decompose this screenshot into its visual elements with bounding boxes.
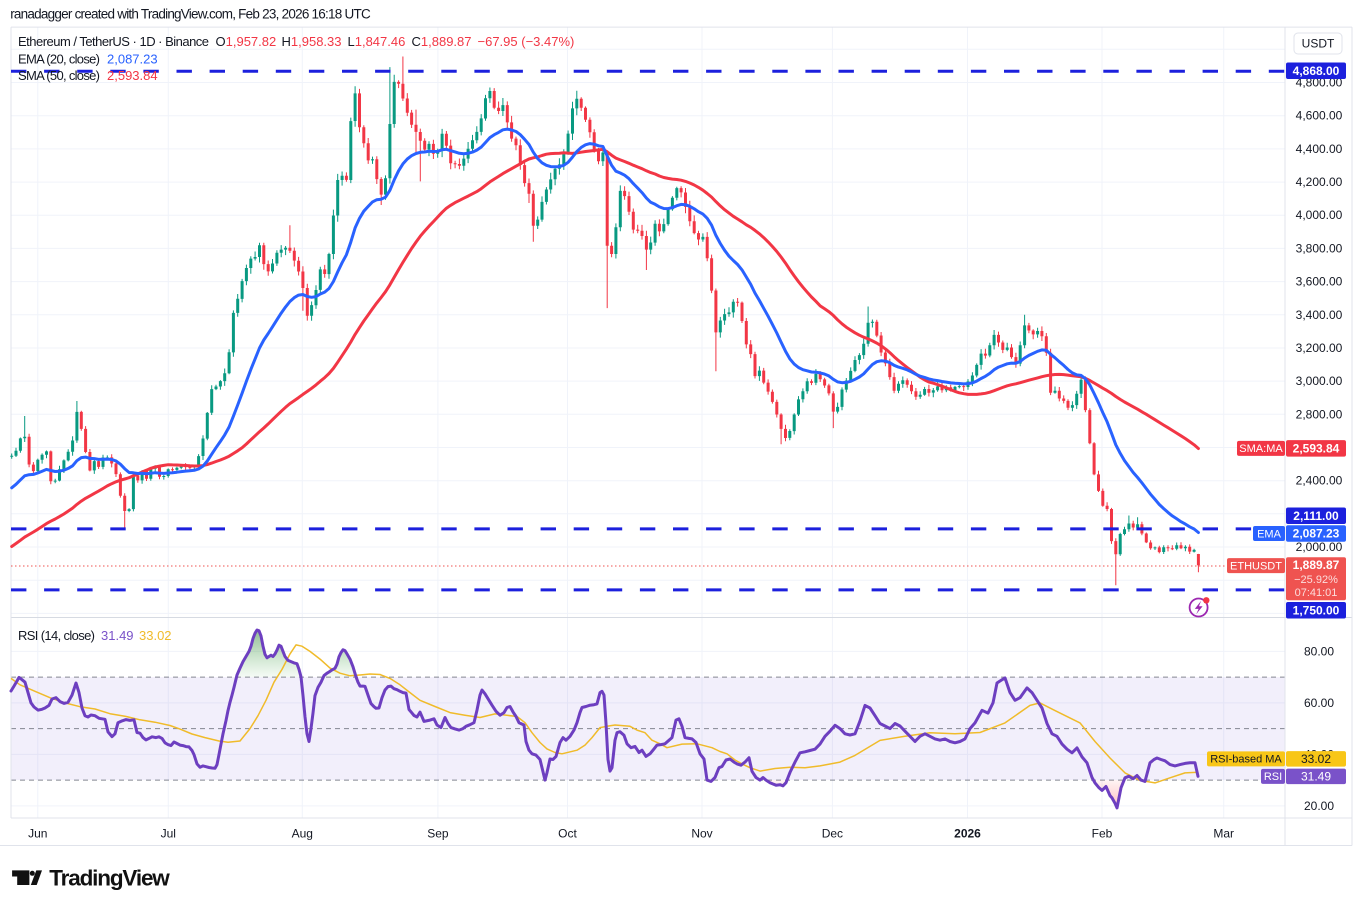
svg-text:SMA:MA: SMA:MA bbox=[1239, 443, 1283, 455]
svg-text:Nov: Nov bbox=[691, 827, 712, 841]
svg-text:1,889.87: 1,889.87 bbox=[1293, 558, 1340, 572]
svg-text:07:41:01: 07:41:01 bbox=[1295, 587, 1338, 599]
svg-text:Oct: Oct bbox=[558, 827, 577, 841]
svg-text:2,087.23: 2,087.23 bbox=[1293, 527, 1340, 541]
svg-text:4,600.00: 4,600.00 bbox=[1296, 109, 1343, 123]
svg-text:TradingView: TradingView bbox=[49, 866, 170, 891]
svg-text:3,200.00: 3,200.00 bbox=[1296, 341, 1343, 355]
svg-text:2,593.84: 2,593.84 bbox=[1293, 442, 1340, 456]
svg-text:3,400.00: 3,400.00 bbox=[1296, 308, 1343, 322]
svg-text:ranadagger created with Tradin: ranadagger created with TradingView.com,… bbox=[10, 6, 371, 21]
svg-text:2026: 2026 bbox=[954, 827, 981, 841]
svg-text:RSI: RSI bbox=[1264, 771, 1282, 783]
svg-text:2,800.00: 2,800.00 bbox=[1296, 407, 1343, 421]
svg-text:ETHUSDT: ETHUSDT bbox=[1230, 560, 1282, 572]
svg-text:3,600.00: 3,600.00 bbox=[1296, 275, 1343, 289]
svg-text:Aug: Aug bbox=[292, 827, 313, 841]
svg-text:Feb: Feb bbox=[1092, 827, 1113, 841]
svg-text:EMA: EMA bbox=[1257, 528, 1282, 540]
svg-text:3,800.00: 3,800.00 bbox=[1296, 241, 1343, 255]
svg-text:Dec: Dec bbox=[822, 827, 843, 841]
svg-text:USDT: USDT bbox=[1302, 37, 1335, 51]
svg-text:SMA (50, close)2,593.84: SMA (50, close) 2,593.84 bbox=[18, 68, 158, 83]
svg-text:3,000.00: 3,000.00 bbox=[1296, 374, 1343, 388]
svg-text:20.00: 20.00 bbox=[1304, 799, 1334, 813]
svg-text:1,750.00: 1,750.00 bbox=[1293, 603, 1340, 617]
svg-text:Jul: Jul bbox=[161, 827, 176, 841]
svg-text:−25.92%: −25.92% bbox=[1294, 574, 1338, 586]
svg-text:EMA (20, close)2,087.23: EMA (20, close) 2,087.23 bbox=[18, 51, 158, 66]
svg-text:RSI-based MA: RSI-based MA bbox=[1210, 754, 1282, 766]
svg-text:Ethereum / TetherUS · 1D · Bin: Ethereum / TetherUS · 1D · Binance bbox=[18, 34, 209, 49]
svg-text:4,200.00: 4,200.00 bbox=[1296, 175, 1343, 189]
svg-text:2,111.00: 2,111.00 bbox=[1293, 509, 1339, 523]
svg-text:4,000.00: 4,000.00 bbox=[1296, 208, 1343, 222]
svg-text:Sep: Sep bbox=[427, 827, 449, 841]
svg-text:4,800.00: 4,800.00 bbox=[1296, 76, 1343, 90]
svg-text:2,400.00: 2,400.00 bbox=[1296, 474, 1343, 488]
svg-text:60.00: 60.00 bbox=[1304, 696, 1334, 710]
svg-text:Jun: Jun bbox=[28, 827, 47, 841]
svg-text:33.02: 33.02 bbox=[1301, 752, 1331, 766]
svg-text:4,400.00: 4,400.00 bbox=[1296, 142, 1343, 156]
svg-text:4,868.00: 4,868.00 bbox=[1293, 64, 1340, 78]
svg-text:31.49: 31.49 bbox=[1301, 770, 1331, 784]
svg-text:80.00: 80.00 bbox=[1304, 644, 1334, 658]
svg-text:2,000.00: 2,000.00 bbox=[1296, 540, 1343, 554]
svg-text:Mar: Mar bbox=[1213, 827, 1234, 841]
